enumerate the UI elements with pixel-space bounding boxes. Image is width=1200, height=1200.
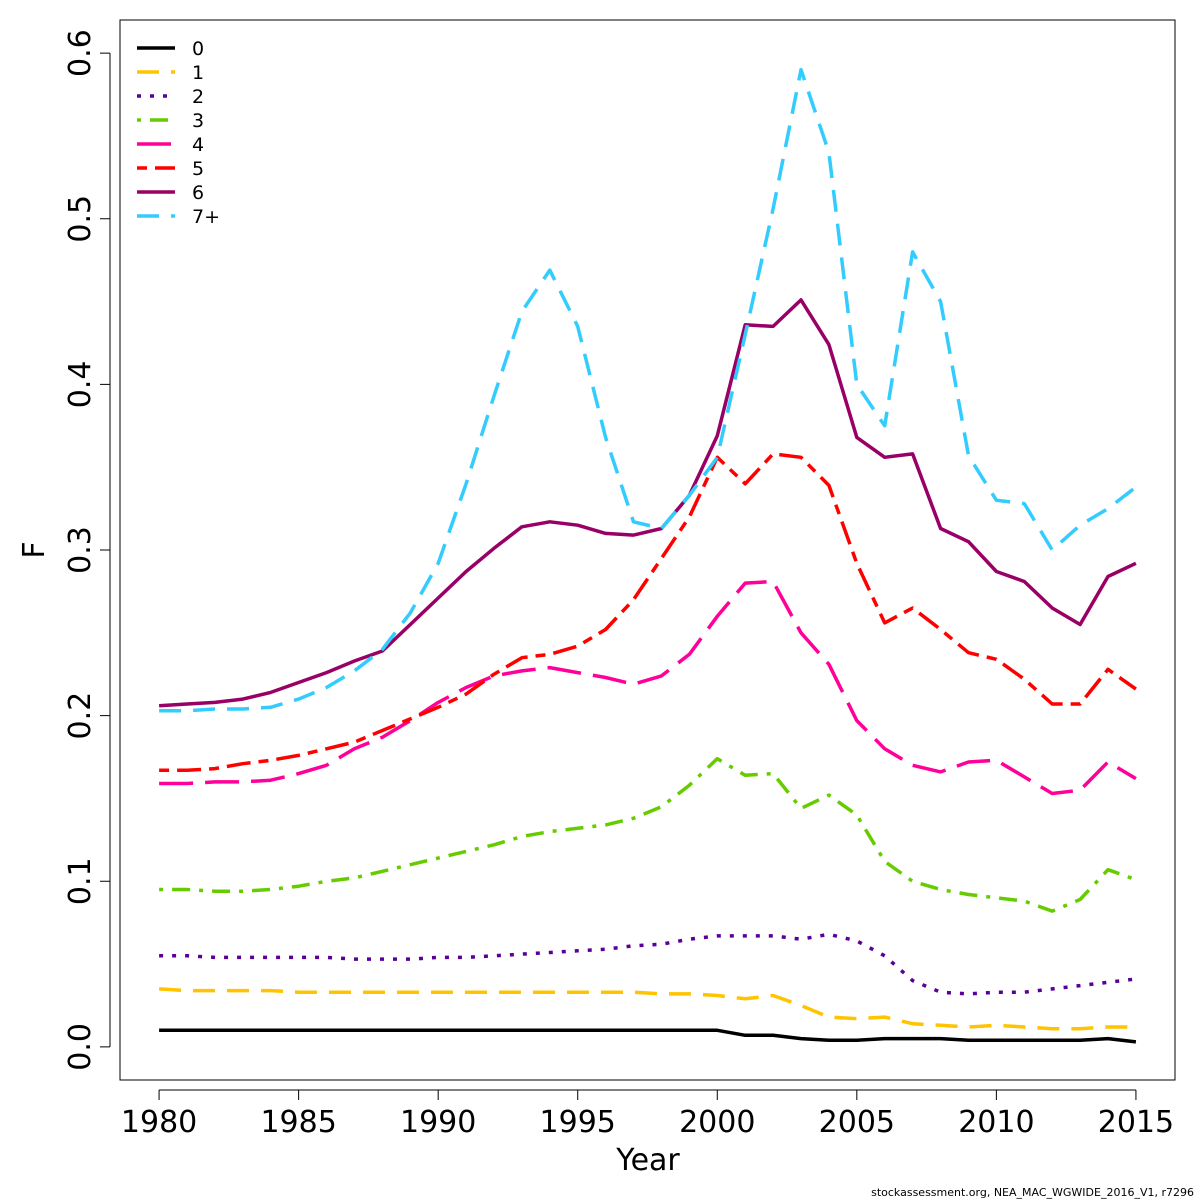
series-line-0 [159, 1028, 1137, 1044]
series-line-2 [159, 932, 1137, 996]
series-lines [158, 67, 1137, 1044]
series-line-3 [159, 756, 1137, 913]
series-line-7plus [159, 67, 1137, 713]
x-tick-label: 2010 [958, 1105, 1034, 1140]
y-axis: 0.0 0.1 0.2 0.3 0.4 0.5 0.6 [63, 29, 111, 1071]
x-axis: 1980 1985 1990 1995 2000 2005 2010 2015 [121, 1089, 1174, 1140]
x-axis-title: Year [615, 1143, 680, 1178]
y-tick-label: 0.0 [63, 1023, 98, 1071]
series-line-5 [159, 452, 1137, 773]
x-tick-label: 1980 [121, 1105, 197, 1140]
legend-label: 3 [192, 110, 204, 132]
y-tick-label: 0.6 [63, 29, 98, 77]
legend-label: 1 [192, 62, 204, 84]
x-tick-label: 2000 [679, 1105, 755, 1140]
footer-credit: stockassessment.org, NEA_MAC_WGWIDE_2016… [871, 1186, 1194, 1199]
y-tick-label: 0.5 [63, 195, 98, 243]
series-line-4 [159, 579, 1137, 796]
legend-label: 7+ [192, 206, 220, 228]
plot-frame [119, 19, 1176, 1081]
y-tick-label: 0.1 [63, 857, 98, 905]
legend-label: 2 [192, 86, 204, 108]
x-tick-label: 2015 [1098, 1105, 1174, 1140]
legend-label: 0 [192, 38, 204, 60]
x-tick-label: 1995 [540, 1105, 616, 1140]
x-tick-label: 1990 [400, 1105, 476, 1140]
y-tick-label: 0.3 [63, 526, 98, 574]
legend-label: 4 [192, 134, 204, 156]
x-tick-label: 1985 [260, 1105, 336, 1140]
x-tick-label: 2005 [819, 1105, 895, 1140]
series-line-1 [158, 987, 1136, 1031]
legend-label: 6 [192, 182, 204, 204]
y-tick-label: 0.2 [63, 692, 98, 740]
y-tick-label: 0.4 [63, 361, 98, 409]
y-axis-title: F [17, 541, 52, 558]
legend-label: 5 [192, 158, 204, 180]
series-line-6 [158, 298, 1137, 708]
